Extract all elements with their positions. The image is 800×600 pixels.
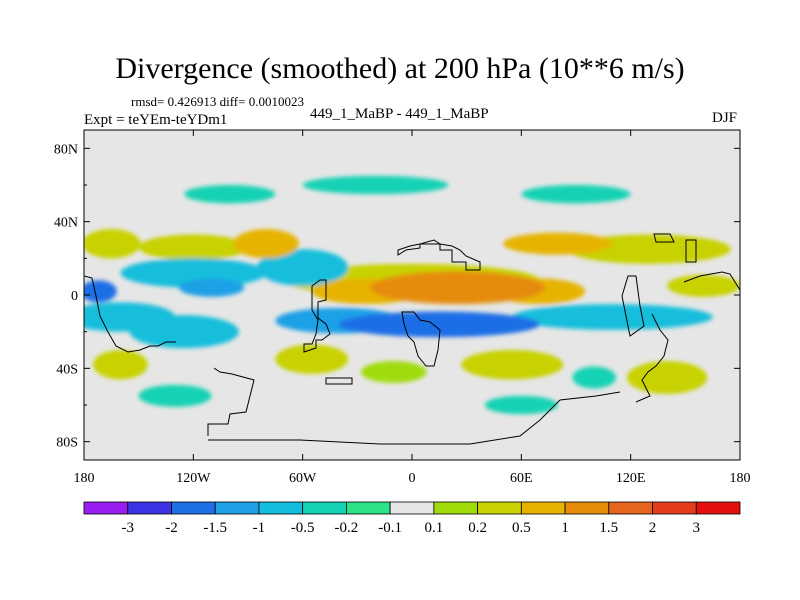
y-tick-label: 80N [54, 142, 78, 157]
field-patch-17 [275, 344, 349, 374]
field-patch-20 [93, 350, 148, 380]
y-tick-label: 0 [71, 289, 78, 304]
axis-ticks: 180 120W 60W 0 60E 120E 180 80N 40N 0 40S 80S [54, 130, 751, 486]
colorbar-label: -0.2 [335, 520, 359, 536]
field-patch-29 [339, 311, 540, 338]
colorbar-label: 1.5 [599, 520, 618, 536]
field-patch-18 [461, 350, 564, 380]
colorbar-swatch [695, 501, 741, 515]
colorbar-label: 1 [561, 520, 569, 536]
x-tick-label: 0 [409, 471, 416, 486]
colorbar-swatch [433, 501, 479, 515]
colorbar-label: -0.5 [291, 520, 315, 536]
colorbar-label: -1 [253, 520, 266, 536]
colorbar-swatch [83, 501, 129, 515]
stats-text: rmsd= 0.426913 diff= 0.0010023 [131, 94, 304, 109]
field-patch-28 [84, 280, 117, 303]
field-patch-4 [184, 185, 276, 204]
field-patch-13 [257, 249, 349, 286]
colorbar-swatch [214, 501, 260, 515]
colorbar-swatch [520, 501, 566, 515]
colorbar-swatch [608, 501, 653, 515]
x-tick-label: 120E [616, 471, 646, 486]
field-patch-24 [233, 229, 300, 259]
chart-title: Divergence (smoothed) at 200 hPa (10**6 … [115, 52, 685, 85]
x-tick-label: 60W [289, 471, 317, 486]
field-patch-6 [138, 384, 212, 407]
field-patch-10 [84, 229, 141, 259]
colorbar-label: 0.5 [512, 520, 531, 536]
colorbar-swatch [564, 501, 610, 515]
colorbar-label: 3 [693, 520, 701, 536]
colorbar-swatch [127, 501, 172, 515]
x-tick-label: 120W [176, 471, 211, 486]
colorbar-label: -2 [165, 520, 178, 536]
field-patch-1 [572, 366, 617, 389]
field-patch-19 [627, 361, 708, 394]
coastlines [84, 233, 740, 445]
field-patch-2 [302, 175, 449, 195]
colorbar-label: -0.1 [378, 520, 402, 536]
x-tick-label: 180 [730, 471, 751, 486]
colorbar-label: -3 [121, 520, 134, 536]
divergence-field [84, 175, 740, 415]
colorbar-swatch [389, 501, 435, 515]
field-patch-16 [129, 315, 239, 349]
colorbar-swatch [302, 501, 347, 515]
colorbar-swatch [345, 501, 391, 515]
colorbar-swatch [652, 501, 697, 515]
field-patch-27 [370, 271, 546, 305]
season-label: DJF [712, 110, 738, 126]
field-patch-0 [360, 361, 427, 383]
colorbar-label: 2 [649, 520, 657, 536]
field-patch-9 [138, 234, 248, 261]
colorbar-swatch [477, 501, 522, 515]
field-patch-14 [512, 304, 713, 330]
field-patch-25 [178, 278, 245, 297]
experiment-label: Expt = teYEm-teYDm1 [84, 112, 228, 128]
colorbar-label: -1.5 [203, 520, 227, 536]
y-tick-label: 40S [56, 362, 78, 377]
field-patch-23 [503, 232, 613, 255]
field-patch-3 [521, 185, 631, 204]
colorbar-swatch [258, 501, 304, 515]
x-tick-label: 60E [510, 471, 533, 486]
comparison-label: 449_1_MaBP - 449_1_MaBP [310, 106, 489, 122]
colorbar: -3 -2 -1.5 -1 -0.5 -0.2 -0.1 0.1 0.2 0.5 1 1.5 2 3 [83, 501, 741, 536]
colorbar-label: 0.2 [468, 520, 487, 536]
y-tick-label: 80S [56, 436, 78, 451]
colorbar-label: 0.1 [424, 520, 443, 536]
field-patch-5 [484, 395, 558, 415]
x-tick-label: 180 [74, 471, 95, 486]
colorbar-swatch [171, 501, 216, 515]
y-tick-label: 40N [54, 216, 78, 231]
field-patch-11 [667, 274, 740, 297]
